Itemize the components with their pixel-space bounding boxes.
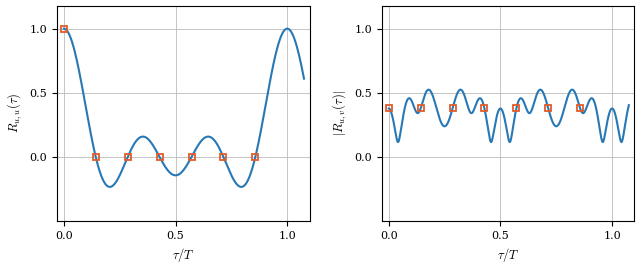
Y-axis label: $R_{u,u}(\tau)$: $R_{u,u}(\tau)$: [6, 93, 24, 133]
X-axis label: $\tau/T$: $\tau/T$: [172, 247, 195, 264]
Y-axis label: $|R_{u,v}(\tau)|$: $|R_{u,v}(\tau)|$: [330, 90, 349, 136]
X-axis label: $\tau/T$: $\tau/T$: [497, 247, 520, 264]
